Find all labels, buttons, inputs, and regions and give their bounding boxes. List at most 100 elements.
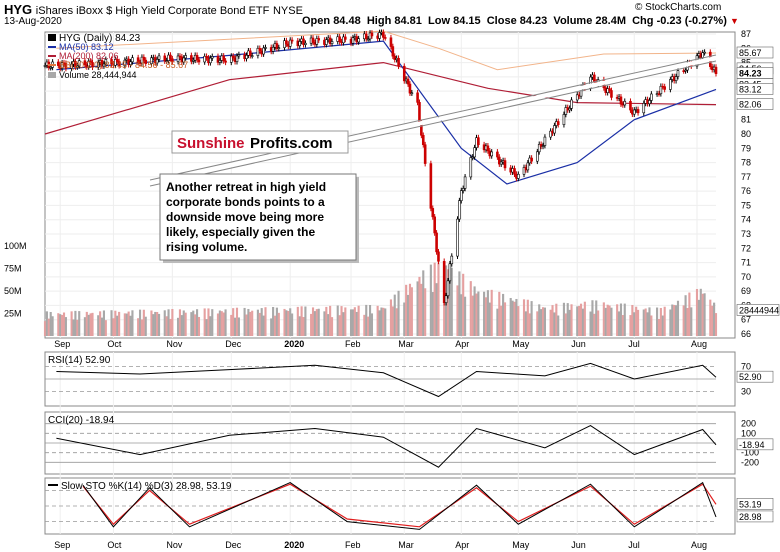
volume-bar	[91, 312, 94, 336]
x-tick-label-bottom: Jun	[571, 540, 586, 550]
volume-bar	[363, 314, 366, 336]
volume-bar	[300, 306, 303, 336]
candle-body	[235, 55, 239, 62]
volume-bar	[112, 318, 115, 336]
candle-body	[619, 96, 623, 105]
volume-bar	[583, 301, 586, 336]
volume-bar	[522, 299, 526, 336]
volume-bar	[97, 315, 100, 336]
volume-bar	[237, 317, 240, 336]
candle-body	[171, 58, 174, 62]
x-tick-label-bottom: Nov	[166, 540, 183, 550]
candle-body	[248, 50, 252, 56]
volume-bar	[435, 283, 438, 336]
stoch-d-last-label-box	[736, 498, 774, 510]
volume-bar	[154, 311, 157, 336]
stoch-legend: Slow STO %K(14) %D(3) 28.98, 53.19	[48, 481, 232, 492]
candle-body	[64, 63, 68, 69]
volume-bar	[342, 312, 345, 336]
volume-bar	[684, 295, 687, 336]
candle-body	[556, 121, 560, 125]
volume-bar	[327, 314, 330, 336]
candle-body	[338, 36, 341, 42]
x-tick-label-bottom: Aug	[691, 540, 707, 550]
volume-bar	[661, 315, 664, 336]
x-tick-label-bottom: Mar	[398, 540, 414, 550]
candle-body	[216, 56, 220, 63]
volume-bar	[686, 308, 689, 336]
volume-bar	[382, 307, 385, 336]
stockcharts-credit: © StockCharts.com	[635, 2, 722, 13]
volume-bar	[365, 304, 368, 336]
volume-bar	[621, 315, 624, 336]
fund-name: iShares iBoxx $ High Yield Corporate Bon…	[35, 5, 270, 17]
volume-bar	[57, 313, 60, 336]
candle-body	[102, 63, 106, 67]
volume-bar	[249, 311, 252, 336]
price-tick-label: 70	[741, 272, 751, 282]
candle-body	[258, 48, 262, 52]
candle-body	[499, 161, 503, 165]
volume-bar	[669, 309, 672, 336]
volume-bar	[138, 309, 142, 336]
high-value: 84.81	[394, 15, 422, 27]
volume-bar	[389, 299, 393, 336]
volume-bar	[247, 308, 250, 336]
volume-bar	[157, 313, 161, 336]
volume-bar	[127, 311, 130, 336]
volume-bar	[469, 281, 472, 336]
candle-body	[513, 168, 516, 175]
candle-body	[496, 151, 499, 158]
candle-body	[169, 54, 172, 60]
volume-bar	[530, 301, 533, 336]
volume-bar	[235, 307, 239, 336]
price-tick-label: 80	[741, 129, 751, 139]
volume-bar	[642, 309, 645, 336]
cci-tick-label: -100	[741, 448, 759, 458]
volume-bar	[313, 311, 316, 336]
volume-bar	[682, 305, 685, 336]
volume-bar	[671, 304, 674, 336]
chart-date: 13-Aug-2020	[4, 16, 62, 27]
volume-bar	[211, 309, 214, 336]
volume-bar	[344, 307, 347, 336]
volume-bar	[446, 269, 450, 336]
volume-bar	[517, 306, 520, 336]
annotation-line-5: rising volume.	[166, 240, 247, 254]
legend-swatch-price	[48, 34, 56, 41]
candle-body	[669, 79, 672, 90]
candle-body	[593, 74, 596, 83]
candle-body	[115, 59, 119, 62]
volume-bar	[72, 319, 75, 336]
candle-body	[383, 37, 387, 39]
volume-bar	[619, 303, 623, 336]
volume-bar	[564, 313, 567, 336]
candle-body	[76, 65, 79, 68]
volume-bar	[197, 316, 201, 336]
candle-body	[448, 263, 452, 282]
ma50-value-label: 83.12	[739, 84, 762, 94]
volume-bar	[429, 264, 432, 336]
candle-body	[537, 144, 541, 153]
annotation-line-3: downside move being more	[166, 210, 324, 224]
volume-bar	[713, 302, 716, 336]
volume-bar	[302, 317, 305, 336]
volume-bar	[688, 292, 691, 336]
volume-bar	[140, 319, 144, 336]
volume-tick-label: 25M	[4, 309, 22, 319]
volume-bar	[566, 303, 569, 336]
volume-bar	[70, 311, 73, 336]
candle-body	[431, 208, 435, 218]
volume-bar	[83, 317, 86, 336]
annotation-box	[159, 173, 357, 261]
ma50-value-label-box	[736, 83, 774, 95]
volume-bar	[406, 294, 410, 336]
x-tick-label-bottom: Apr	[455, 540, 469, 550]
candle-body	[416, 92, 419, 103]
volume-bar	[579, 303, 583, 336]
rsi-tick-label: 70	[741, 362, 751, 372]
volume-bar	[562, 302, 565, 336]
x-tick-label-top: Dec	[225, 339, 242, 349]
candle-body	[229, 55, 233, 63]
low-value: 84.15	[453, 15, 481, 27]
